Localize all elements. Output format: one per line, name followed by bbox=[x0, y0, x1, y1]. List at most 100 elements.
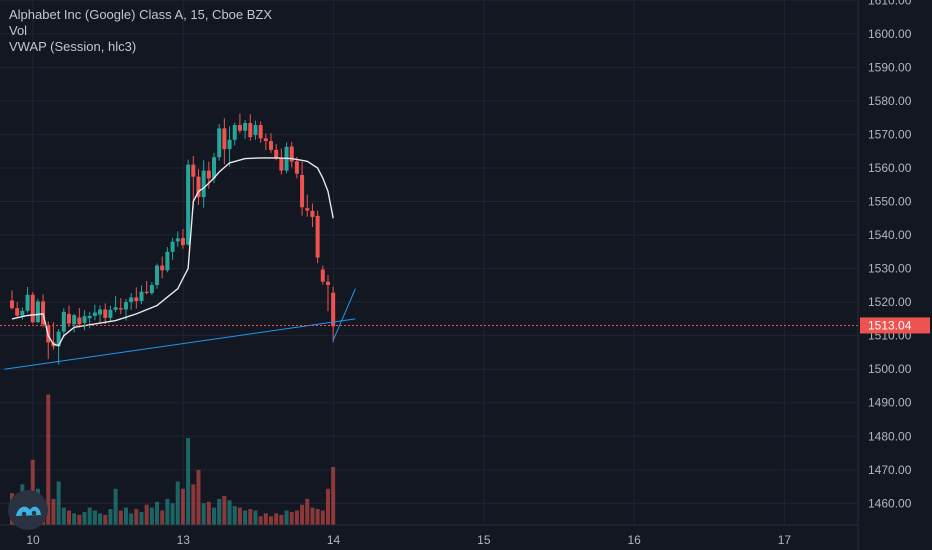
volume-bar bbox=[180, 488, 185, 525]
vwap-line bbox=[11, 157, 334, 347]
last-price-label: 1513.04 bbox=[868, 318, 912, 332]
candle-body bbox=[186, 164, 191, 245]
volume-bar bbox=[139, 511, 144, 525]
volume-bar bbox=[87, 507, 92, 525]
candle-body bbox=[222, 128, 227, 150]
volume-bar bbox=[284, 510, 289, 525]
price-axis[interactable]: 1610.00 1600.00 1590.00 1580.00 1570.00 1560.… bbox=[857, 0, 930, 550]
volume-bar bbox=[274, 513, 279, 525]
symbol-title[interactable]: Alphabet Inc (Google) Class A, 15, Cboe … bbox=[9, 7, 273, 22]
volume-bar bbox=[118, 510, 123, 525]
candle-body bbox=[66, 313, 71, 324]
candle-body bbox=[325, 281, 330, 286]
candle-body bbox=[118, 308, 123, 310]
volume-bar bbox=[66, 510, 71, 525]
price-tick-label: 1480.00 bbox=[868, 429, 912, 443]
volume-bar bbox=[305, 498, 310, 525]
candle-body bbox=[201, 170, 206, 198]
volume-bar bbox=[149, 507, 154, 525]
candle-body bbox=[61, 311, 66, 332]
candle-body bbox=[77, 317, 82, 325]
volume-bar bbox=[77, 514, 82, 525]
volume-bar bbox=[253, 510, 258, 525]
price-tick-label: 1590.00 bbox=[868, 60, 912, 74]
candle-body bbox=[123, 302, 128, 310]
volume-bar bbox=[186, 438, 191, 525]
candle-body bbox=[144, 291, 149, 294]
candle-body bbox=[232, 125, 237, 140]
trendline bbox=[4, 318, 356, 370]
price-tick-label: 1470.00 bbox=[868, 463, 912, 477]
time-tick-label: 10 bbox=[26, 533, 40, 547]
volume-bar bbox=[248, 509, 253, 525]
volume-bar bbox=[310, 507, 315, 525]
candle-body bbox=[160, 265, 165, 271]
candle-body bbox=[139, 291, 144, 302]
volume-bar bbox=[61, 507, 66, 525]
volume-bar bbox=[72, 513, 77, 525]
candle-body bbox=[175, 238, 180, 242]
time-tick-label: 16 bbox=[627, 533, 641, 547]
volume-bar bbox=[129, 513, 134, 525]
volume-bar bbox=[325, 488, 330, 525]
volume-bar bbox=[123, 507, 128, 525]
volume-bar bbox=[258, 516, 263, 525]
candle-body bbox=[25, 294, 30, 311]
candlestick-series bbox=[10, 113, 336, 365]
volume-bar bbox=[300, 504, 305, 525]
candle-body bbox=[310, 210, 315, 217]
tradingview-logo-icon[interactable] bbox=[8, 490, 48, 530]
volume-bar bbox=[212, 507, 217, 525]
candle-body bbox=[103, 309, 108, 318]
last-price-badge bbox=[860, 317, 930, 334]
candle-body bbox=[15, 308, 20, 316]
candle-body bbox=[248, 123, 253, 138]
candle-body bbox=[191, 164, 196, 177]
volume-bar bbox=[320, 510, 325, 525]
volume-bar bbox=[201, 503, 206, 525]
candle-body bbox=[41, 301, 46, 325]
time-axis[interactable]: 10 13 14 15 16 17 bbox=[0, 524, 858, 547]
volume-bar bbox=[160, 510, 165, 525]
volume-indicator-label[interactable]: Vol bbox=[9, 23, 28, 38]
trendline bbox=[332, 288, 356, 341]
volume-bar bbox=[263, 513, 268, 525]
candle-body bbox=[20, 310, 25, 316]
candle-body bbox=[263, 138, 268, 142]
volume-bar bbox=[144, 504, 149, 525]
candle-body bbox=[165, 251, 170, 271]
candle-body bbox=[180, 238, 185, 246]
candle-body bbox=[320, 269, 325, 282]
time-tick-label: 17 bbox=[778, 533, 792, 547]
candle-body bbox=[212, 157, 217, 179]
candle-body bbox=[134, 297, 139, 302]
candle-body bbox=[196, 176, 201, 198]
candle-body bbox=[72, 315, 77, 325]
candle-body bbox=[87, 315, 92, 319]
price-tick-label: 1540.00 bbox=[868, 228, 912, 242]
price-tick-label: 1490.00 bbox=[868, 396, 912, 410]
volume-bar bbox=[92, 510, 97, 525]
candle-body bbox=[300, 175, 305, 208]
candle-body bbox=[30, 294, 35, 323]
volume-bar bbox=[206, 501, 211, 525]
candle-body bbox=[98, 309, 103, 315]
volume-bar bbox=[165, 498, 170, 525]
candle-body bbox=[92, 312, 97, 316]
candle-body bbox=[35, 301, 40, 323]
vwap-indicator-label[interactable]: VWAP (Session, hlc3) bbox=[9, 39, 137, 54]
candle-body bbox=[56, 331, 61, 347]
candle-body bbox=[10, 300, 14, 309]
volume-bar bbox=[289, 511, 294, 525]
volume-bar bbox=[217, 498, 222, 525]
volume-bar bbox=[331, 467, 336, 525]
volume-bar bbox=[196, 469, 201, 525]
volume-bar bbox=[269, 516, 273, 525]
chart-grid bbox=[0, 0, 858, 525]
price-tick-label: 1600.00 bbox=[868, 27, 912, 41]
volume-bar bbox=[175, 481, 180, 525]
price-tick-label: 1570.00 bbox=[868, 127, 912, 141]
volume-bar bbox=[170, 503, 175, 525]
volume-bar bbox=[227, 500, 232, 525]
